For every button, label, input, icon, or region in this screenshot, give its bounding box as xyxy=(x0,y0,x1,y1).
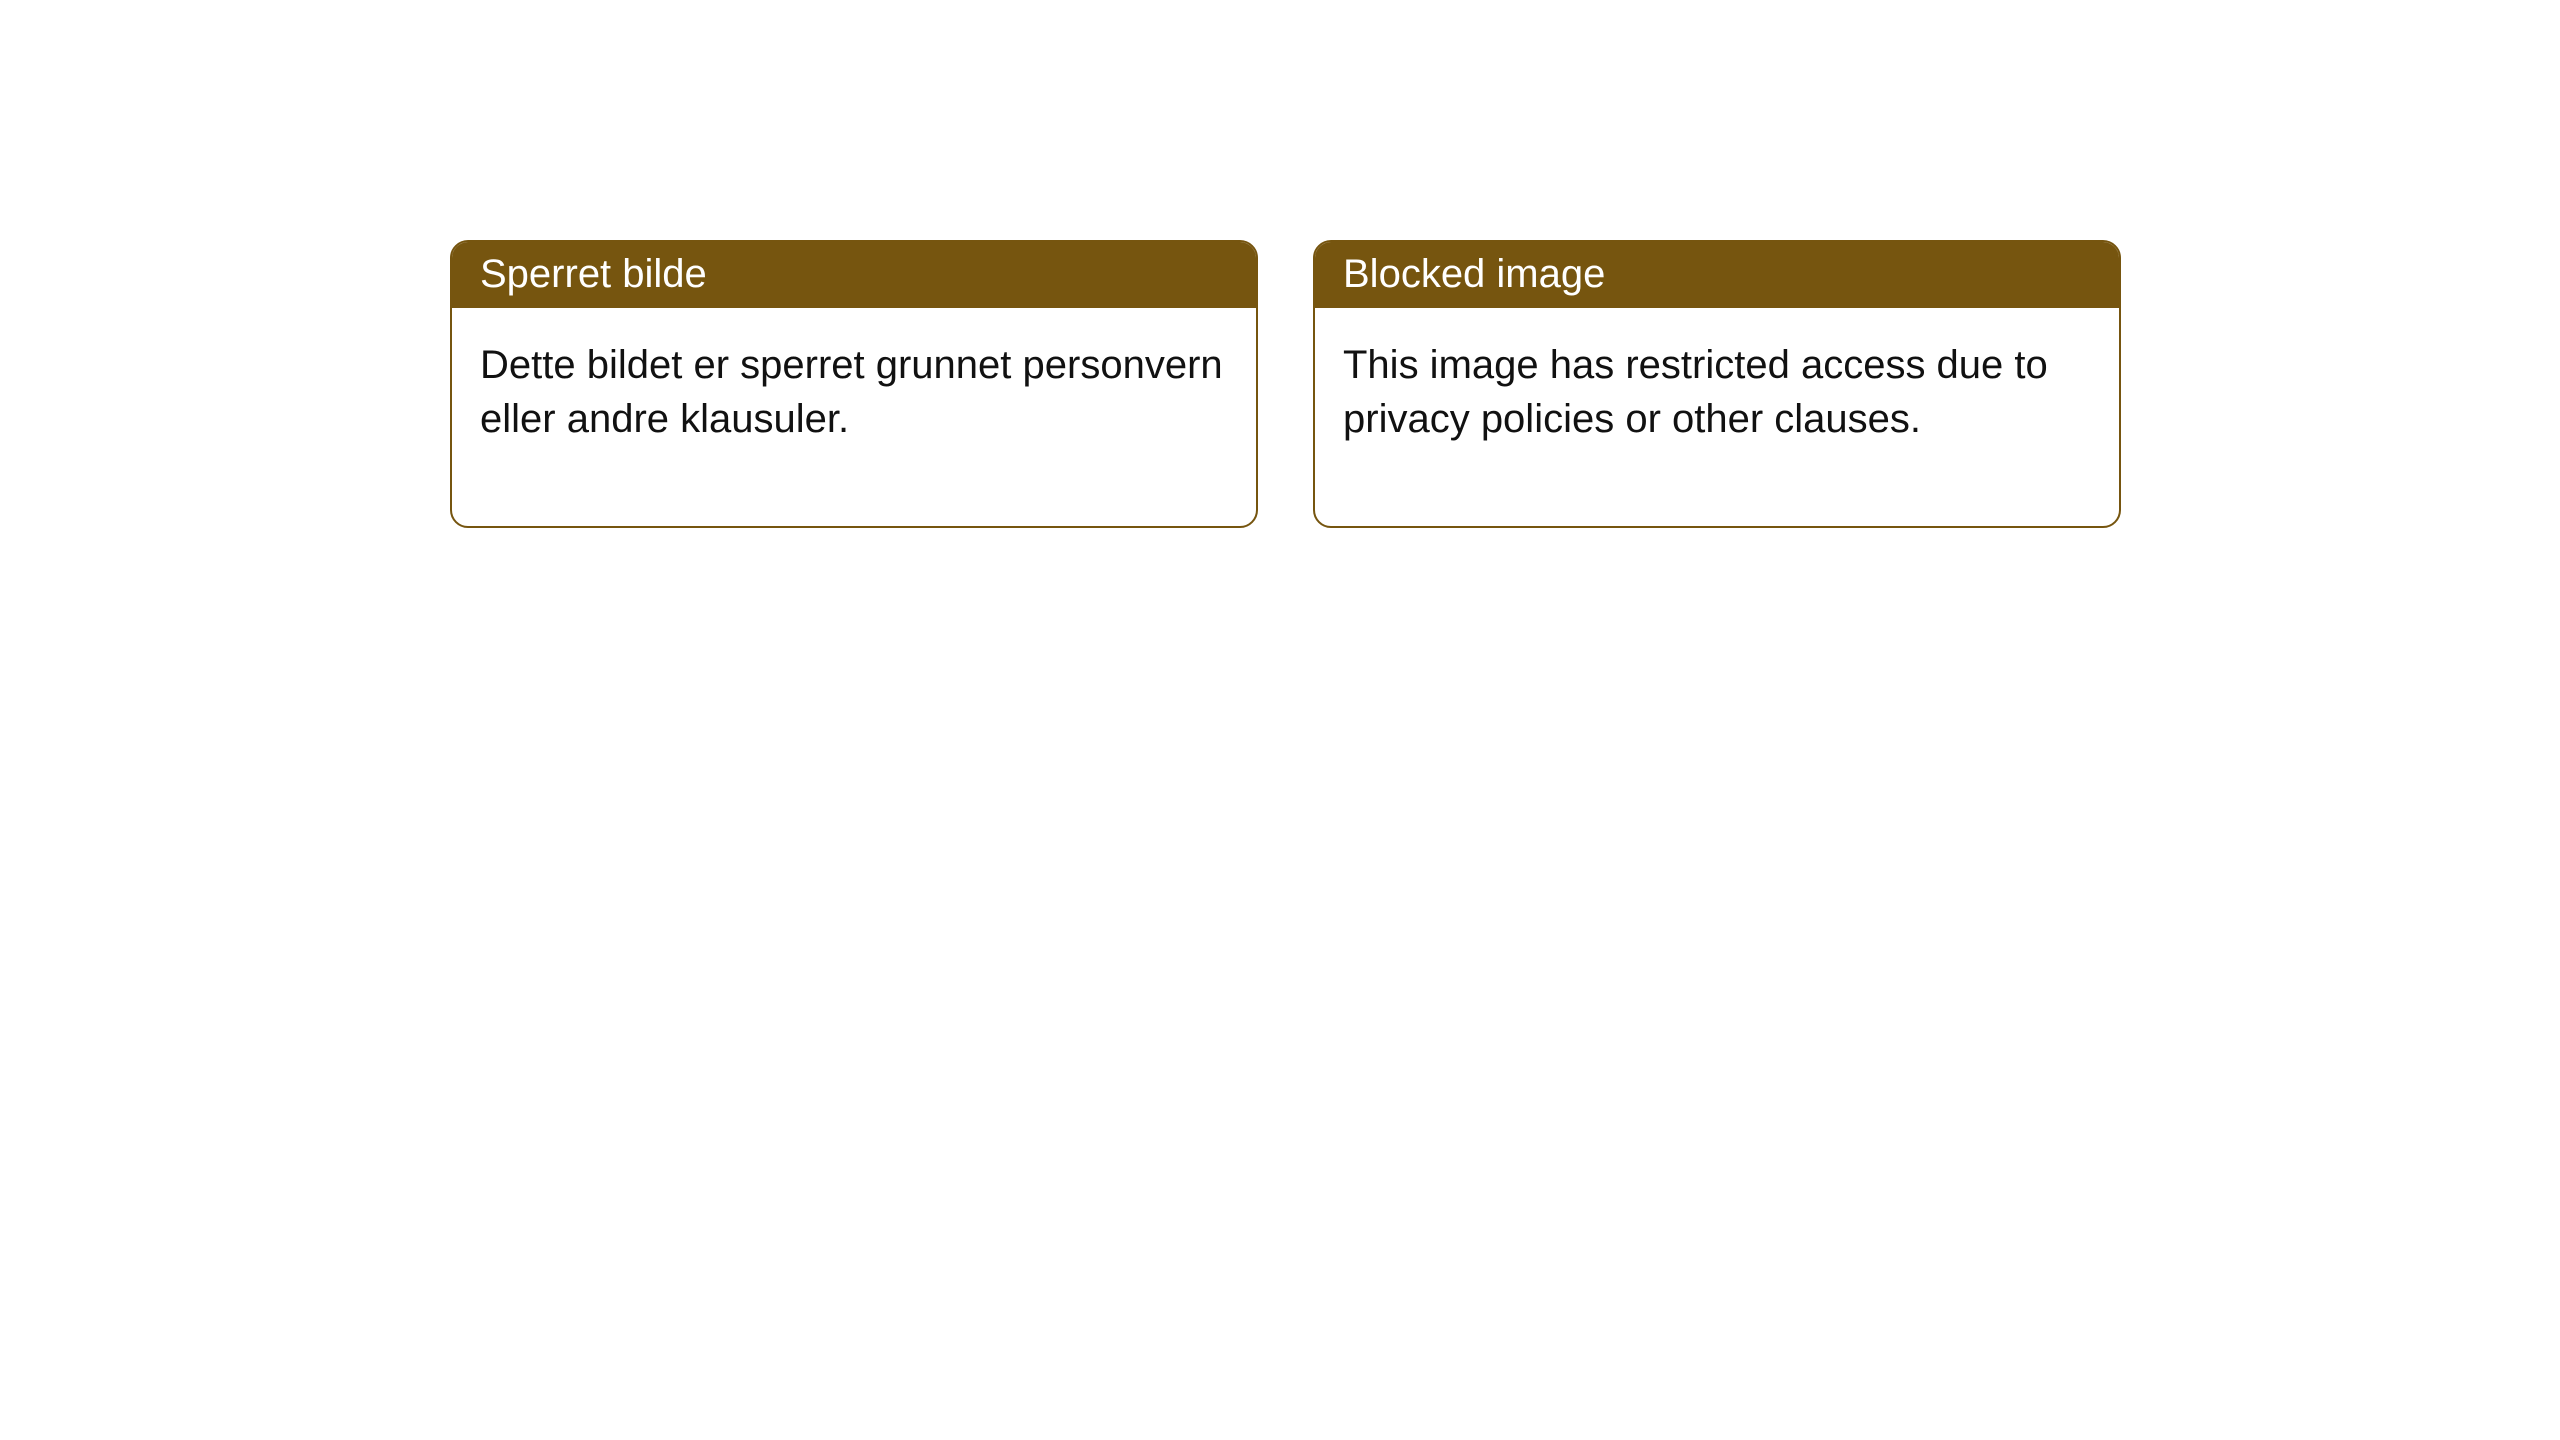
notice-container: Sperret bilde Dette bildet er sperret gr… xyxy=(0,0,2560,528)
notice-body: This image has restricted access due to … xyxy=(1315,308,2119,526)
notice-header: Sperret bilde xyxy=(452,242,1256,308)
notice-box-english: Blocked image This image has restricted … xyxy=(1313,240,2121,528)
notice-header: Blocked image xyxy=(1315,242,2119,308)
notice-body: Dette bildet er sperret grunnet personve… xyxy=(452,308,1256,526)
notice-box-norwegian: Sperret bilde Dette bildet er sperret gr… xyxy=(450,240,1258,528)
